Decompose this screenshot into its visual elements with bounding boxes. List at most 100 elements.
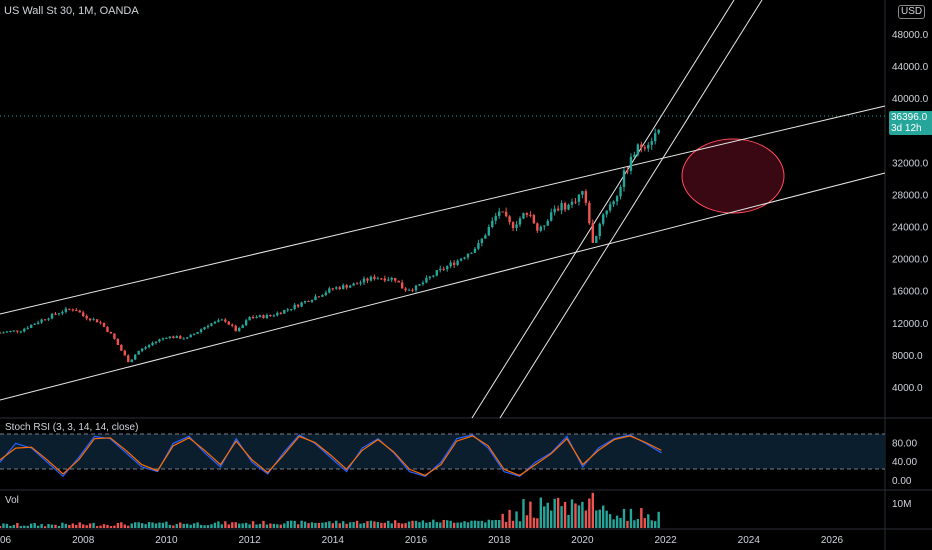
candle-body xyxy=(362,278,366,283)
candle-body xyxy=(435,270,438,276)
price-axis-ticks: 4000.0 8000.0 12000.0 16000.0 20000.0 24000.0… xyxy=(892,30,929,394)
candle-body xyxy=(473,248,477,253)
candle-body xyxy=(85,315,88,319)
candle-body xyxy=(296,304,300,307)
volume-bar xyxy=(47,524,50,528)
candle-body xyxy=(543,225,546,227)
volume-bar xyxy=(640,508,643,528)
candle-body xyxy=(463,257,466,259)
volume-bar xyxy=(414,520,418,528)
candle-body xyxy=(33,323,36,325)
volume-bar xyxy=(324,522,328,528)
candle-body xyxy=(581,191,584,195)
candle-body xyxy=(380,278,383,280)
candle-body xyxy=(61,311,64,314)
volume-bar xyxy=(161,522,165,528)
volume-bar xyxy=(71,523,74,528)
volume-bar xyxy=(165,521,168,528)
volume-bar xyxy=(276,524,279,528)
candle-body xyxy=(421,282,425,285)
volume-bar xyxy=(359,523,362,528)
candle-body xyxy=(622,170,626,187)
volume-bar xyxy=(328,521,331,528)
candle-body xyxy=(602,214,605,224)
candle-body xyxy=(428,276,432,278)
price-axis-tick: 28000.0 xyxy=(892,190,929,201)
candle-body xyxy=(217,320,220,322)
volume-bar xyxy=(158,522,161,528)
time-axis-ticks: 2006 2008 2010 2012 2014 2016 2018 2020 2022 2024… xyxy=(0,535,844,546)
volume-bar xyxy=(657,511,660,528)
candle-body xyxy=(78,310,81,313)
volume-bar xyxy=(355,520,359,528)
volume-bar xyxy=(577,505,581,528)
candle-body xyxy=(400,282,404,289)
currency-badge[interactable]: USD xyxy=(898,5,926,19)
candle-body xyxy=(293,304,296,310)
volume-bar xyxy=(0,526,2,528)
candle-body xyxy=(165,337,168,339)
candle-body xyxy=(501,211,504,213)
volume-bar xyxy=(560,506,563,528)
volume-bar xyxy=(203,525,206,528)
candle-body xyxy=(518,218,522,225)
volume-bar xyxy=(504,521,508,528)
candle-body xyxy=(418,284,421,286)
candle-body xyxy=(442,268,445,270)
candle-body xyxy=(335,287,338,289)
volume-bar xyxy=(439,522,442,528)
time-axis-tick: 2016 xyxy=(405,535,428,546)
volume-bar xyxy=(179,522,182,528)
volume-bar xyxy=(43,526,47,528)
candle-body xyxy=(383,278,386,281)
candle-body xyxy=(158,339,161,342)
volume-bar xyxy=(120,522,123,528)
volume-label[interactable]: Vol xyxy=(5,495,19,506)
volume-bar xyxy=(57,525,61,528)
stoch-rsi-label[interactable]: Stoch RSI (3, 3, 14, 14, close) xyxy=(5,422,139,433)
candle-body xyxy=(16,330,19,332)
volume-bar xyxy=(525,515,529,528)
volume-bar xyxy=(602,505,605,528)
volume-bar xyxy=(64,523,68,528)
volume-bar xyxy=(113,525,116,528)
volume-bar xyxy=(511,520,515,528)
candle-body xyxy=(553,208,556,213)
candle-body xyxy=(359,282,362,284)
candle-body xyxy=(504,211,508,217)
time-axis-tick: 2026 xyxy=(821,535,844,546)
candle-body xyxy=(192,333,196,335)
candle-body xyxy=(186,337,189,339)
price-axis-tick: 40000.0 xyxy=(892,94,929,105)
candle-body xyxy=(449,262,452,267)
volume-bar xyxy=(477,520,480,528)
volume-bar xyxy=(348,522,352,528)
volume-bar xyxy=(484,522,487,528)
candle-body xyxy=(595,236,598,243)
candle-body xyxy=(342,285,345,290)
volume-bar xyxy=(428,522,432,528)
price-axis-tick: 20000.0 xyxy=(892,255,929,266)
volume-bar xyxy=(238,523,241,528)
candle-body xyxy=(307,300,310,302)
volume-bar xyxy=(331,523,334,528)
volume-bar xyxy=(487,519,490,528)
volume-bar xyxy=(394,520,397,528)
volume-bar xyxy=(109,526,113,528)
volume-bar xyxy=(442,520,445,528)
time-axis-tick: 2024 xyxy=(738,535,761,546)
volume-bar xyxy=(529,501,532,528)
time-axis-tick: 2012 xyxy=(238,535,261,546)
volume-bar xyxy=(189,524,192,528)
volume-bar xyxy=(217,521,220,528)
candle-body xyxy=(536,223,539,231)
volume-bar xyxy=(654,521,657,528)
candle-body xyxy=(414,285,418,291)
volume-bar xyxy=(251,521,255,528)
volume-bar xyxy=(244,522,248,528)
volume-bar xyxy=(556,497,560,528)
volume-bar xyxy=(581,501,584,528)
candle-body xyxy=(130,359,133,363)
volume-bar xyxy=(480,520,484,528)
